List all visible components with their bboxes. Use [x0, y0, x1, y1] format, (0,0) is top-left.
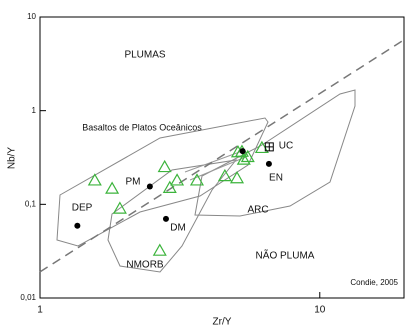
triangle-point: [112, 201, 127, 214]
triangle-point: [217, 168, 232, 182]
region-oceanic-plateau: [56, 117, 269, 247]
triangle-point: [229, 171, 245, 184]
x-tick-label: 10: [314, 305, 326, 316]
trend-line: [189, 155, 249, 181]
boxed-cross-point: [264, 142, 274, 152]
y-tick-label: 10: [27, 12, 36, 21]
annotation: DEP: [72, 203, 93, 214]
annotation: PLUMAS: [124, 50, 165, 61]
triangle-point: [240, 149, 255, 163]
dot-point: [146, 183, 153, 190]
x-axis-label: Zr/Y: [213, 317, 232, 327]
annotation: UC: [279, 141, 293, 152]
annotation: DM: [170, 223, 186, 234]
y-axis-label: Nb/Y: [7, 147, 18, 170]
triangle-point: [105, 181, 120, 194]
triangle-point: [162, 180, 177, 193]
dot-point: [162, 215, 169, 222]
y-tick-label: 0,1: [25, 199, 37, 208]
reference-line: [39, 39, 405, 273]
trend-line: [184, 149, 246, 173]
x-tick-label: 1: [37, 305, 43, 316]
annotation: Condie, 2005: [350, 278, 398, 287]
annotation: NMORB: [126, 260, 164, 271]
region-nmorb: [107, 159, 238, 273]
triangle-point: [152, 243, 167, 256]
annotation: NÃO PLUMA: [256, 249, 315, 262]
annotation: EN: [269, 173, 283, 184]
triangle-point: [157, 159, 172, 173]
annotation: PM: [126, 177, 141, 188]
triangle-point: [170, 173, 185, 186]
y-tick-label: 0,01: [20, 293, 36, 302]
dot-point: [239, 148, 246, 155]
triangle-point: [236, 152, 251, 165]
triangle-point: [87, 173, 102, 186]
region-arc: [194, 89, 356, 217]
annotation: ARC: [247, 205, 268, 216]
annotation: Basaltos de Platos Oceânicos: [82, 122, 202, 132]
triangle-point: [189, 173, 205, 186]
dot-point: [74, 222, 81, 229]
y-tick-label: 1: [32, 106, 37, 115]
dot-point: [265, 160, 272, 167]
plot-frame: [39, 16, 405, 299]
